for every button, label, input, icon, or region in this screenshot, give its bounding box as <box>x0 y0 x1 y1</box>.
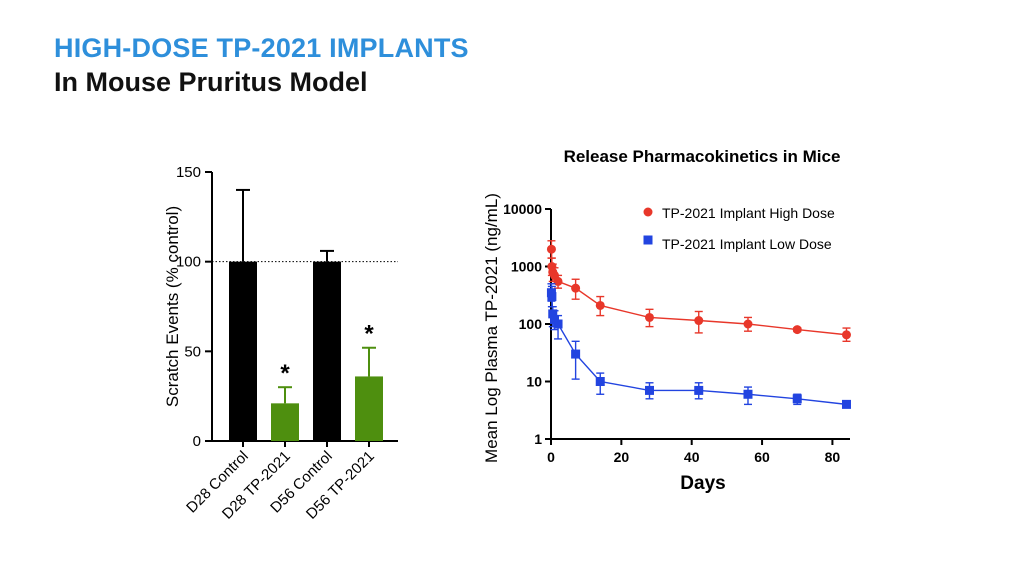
pk-x-axis-title: Days <box>680 473 725 494</box>
significance-asterisk: * <box>364 321 374 348</box>
significance-asterisk: * <box>280 360 290 387</box>
pk-y-tick-label: 10000 <box>503 201 542 217</box>
data-point-low-dose <box>792 394 802 404</box>
pk-y-tick-label: 1 <box>534 431 542 447</box>
slide-title: HIGH-DOSE TP-2021 IMPLANTS <box>54 33 469 63</box>
data-point-low-dose <box>548 309 558 319</box>
pk-x-tick-label: 0 <box>547 449 555 465</box>
bar-d56-tp-2021 <box>355 376 383 441</box>
data-point-high-dose <box>792 325 802 335</box>
pk-y-tick-label: 100 <box>519 316 543 332</box>
bar-d28-tp-2021 <box>271 403 299 441</box>
data-point-high-dose <box>571 283 581 293</box>
data-point-high-dose <box>841 330 851 340</box>
data-point-low-dose <box>841 399 851 409</box>
pk-chart-title: Release Pharmacokinetics in Mice <box>564 147 841 166</box>
pk-x-tick-label: 40 <box>684 449 700 465</box>
pk-y-tick-label: 1000 <box>511 259 542 275</box>
legend-label-low-dose: TP-2021 Implant Low Dose <box>662 236 832 252</box>
pharmacokinetics-line-chart: Release Pharmacokinetics in Mice 1 10 100 10… <box>482 147 851 494</box>
data-point-low-dose <box>571 349 581 359</box>
data-point-high-dose <box>743 319 753 329</box>
legend-marker-high-dose <box>643 207 653 217</box>
pk-x-tick-label: 60 <box>754 449 770 465</box>
bar-y-axis-title: Scratch Events (% control) <box>163 206 182 407</box>
data-point-low-dose <box>694 385 704 395</box>
data-point-high-dose <box>546 244 556 254</box>
bar-y-tick-label: 100 <box>176 254 201 271</box>
slide-subtitle: In Mouse Pruritus Model <box>54 67 368 97</box>
data-point-low-dose <box>550 314 560 324</box>
bar-y-tick-label: 50 <box>184 343 201 360</box>
bar-d56-control <box>313 261 341 441</box>
data-point-high-dose <box>694 316 704 326</box>
pk-y-axis-title: Mean Log Plasma TP-2021 (ng/mL) <box>482 193 501 463</box>
data-point-low-dose <box>743 389 753 399</box>
legend-marker-low-dose <box>643 235 653 245</box>
data-point-low-dose <box>644 385 654 395</box>
data-point-high-dose <box>553 276 563 286</box>
bar-y-tick-label: 0 <box>193 433 201 450</box>
pk-x-tick-label: 80 <box>825 449 841 465</box>
bar-y-tick-label: 150 <box>176 164 201 181</box>
pk-x-tick-label: 20 <box>614 449 630 465</box>
legend-label-high-dose: TP-2021 Implant High Dose <box>662 205 835 221</box>
bar-d28-control <box>229 261 257 441</box>
data-point-high-dose <box>644 312 654 322</box>
pk-y-tick-label: 10 <box>526 374 542 390</box>
data-point-low-dose <box>547 292 557 302</box>
data-point-low-dose <box>595 377 605 386</box>
data-point-low-dose <box>553 319 563 329</box>
data-point-high-dose <box>595 300 605 310</box>
